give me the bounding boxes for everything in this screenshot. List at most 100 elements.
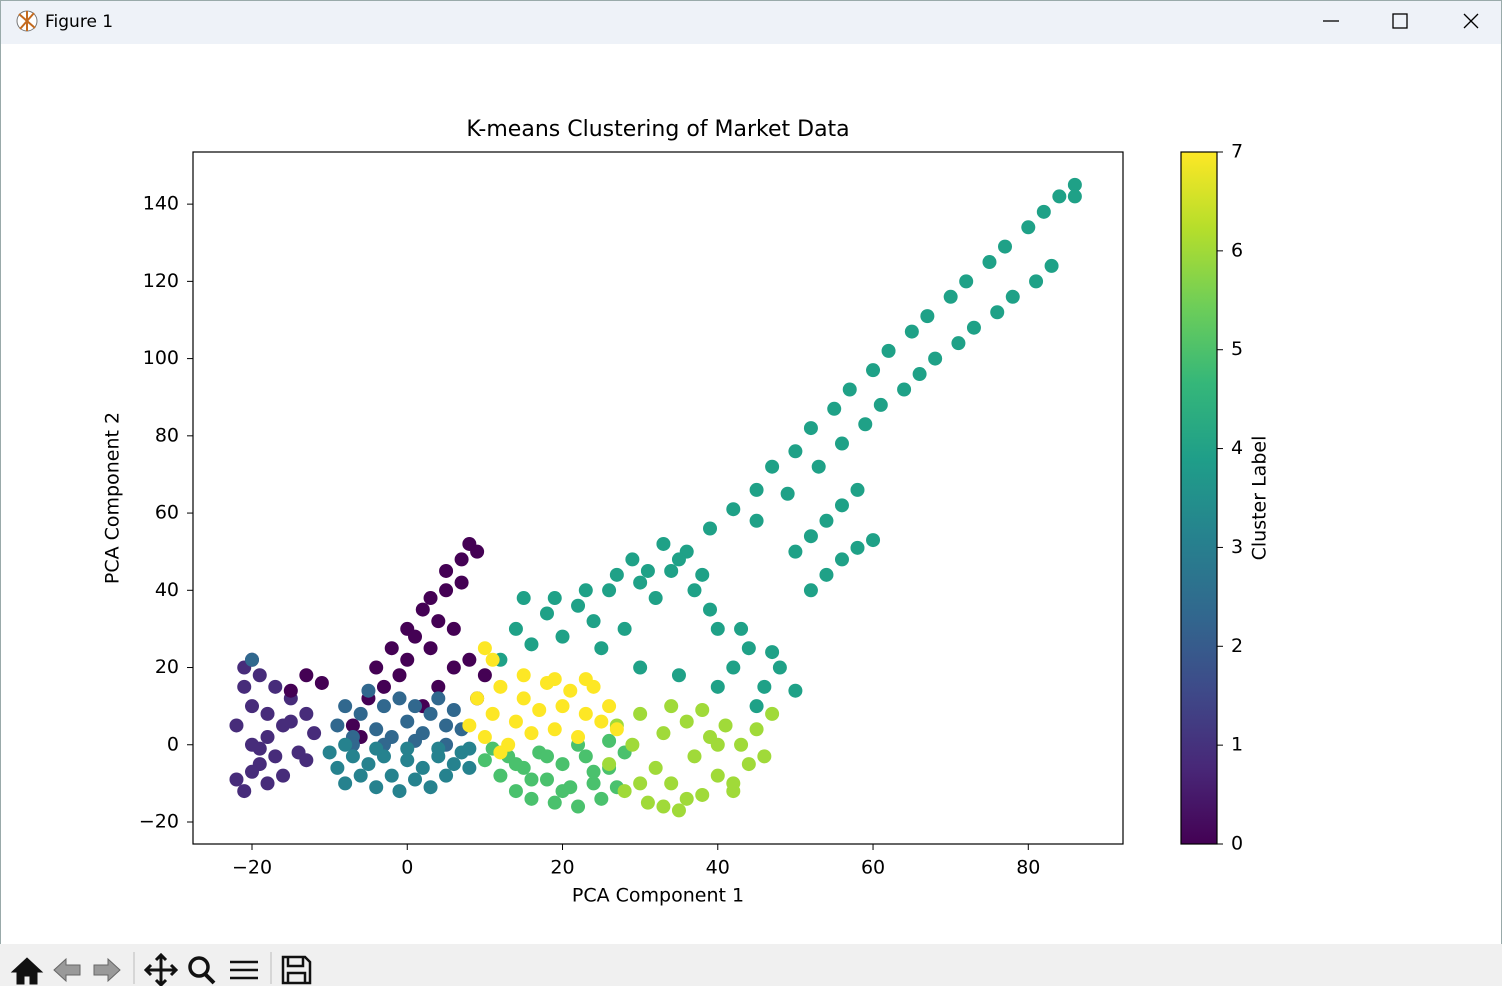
point: [648, 591, 663, 606]
save-button[interactable]: [281, 955, 312, 985]
point: [532, 703, 547, 718]
point: [586, 764, 601, 779]
point: [850, 482, 865, 497]
point: [571, 598, 586, 613]
point: [726, 660, 741, 675]
forward-button[interactable]: [93, 957, 121, 983]
point: [376, 699, 391, 714]
point: [392, 691, 407, 706]
point: [897, 382, 912, 397]
point: [586, 614, 601, 629]
point: [508, 757, 523, 772]
point: [493, 768, 508, 783]
point: [563, 683, 578, 698]
configure-button[interactable]: [230, 960, 258, 980]
point: [493, 745, 508, 760]
point: [734, 621, 749, 636]
colorbar: [1180, 151, 1218, 845]
point: [858, 417, 873, 432]
point: [555, 629, 570, 644]
point: [617, 621, 632, 636]
point: [555, 699, 570, 714]
point: [555, 757, 570, 772]
point: [423, 641, 438, 656]
point: [741, 757, 756, 772]
x-axis-label: PCA Component 1: [572, 885, 744, 907]
point: [734, 737, 749, 752]
point: [244, 699, 259, 714]
colorbar-label: Cluster Label: [1249, 436, 1271, 561]
point: [765, 706, 780, 721]
point: [462, 718, 477, 733]
plot-area: −20 0 20 40 60 80 −20 0 20 40 60 80 100 120 140 0 1 2 3 4 5 6…: [139, 141, 1243, 879]
point: [508, 714, 523, 729]
point: [299, 706, 314, 721]
point: [555, 784, 570, 799]
point: [477, 753, 492, 768]
point: [369, 722, 384, 737]
x-tick-label: 80: [1016, 857, 1040, 879]
point: [602, 699, 617, 714]
point: [695, 787, 710, 802]
point: [1067, 177, 1082, 192]
point: [299, 668, 314, 683]
maximize-button[interactable]: [1392, 13, 1408, 29]
point: [423, 780, 438, 795]
point: [928, 351, 943, 366]
point: [1052, 189, 1067, 204]
point: [353, 768, 368, 783]
point: [237, 784, 252, 799]
point: [415, 760, 430, 775]
x-tick-label: 40: [706, 857, 730, 879]
point: [951, 336, 966, 351]
point: [345, 718, 360, 733]
point: [834, 498, 849, 513]
zoom-button[interactable]: [188, 956, 210, 978]
home-button[interactable]: [10, 957, 44, 985]
title-bar: [0, 0, 1502, 44]
window-title: Figure 1: [45, 12, 113, 32]
point: [757, 679, 772, 694]
point: [656, 726, 671, 741]
point: [431, 614, 446, 629]
point: [757, 749, 772, 764]
point: [446, 703, 461, 718]
pan-button[interactable]: [143, 952, 179, 986]
point: [439, 768, 454, 783]
point: [664, 563, 679, 578]
point: [578, 672, 593, 687]
point: [803, 529, 818, 544]
point: [617, 784, 632, 799]
point: [765, 459, 780, 474]
point: [1021, 220, 1036, 235]
point: [423, 706, 438, 721]
point: [586, 776, 601, 791]
point: [524, 791, 539, 806]
point: [516, 691, 531, 706]
close-button[interactable]: [1463, 13, 1479, 29]
point: [547, 672, 562, 687]
point: [602, 733, 617, 748]
point: [640, 795, 655, 810]
point: [415, 602, 430, 617]
x-tick-label: 0: [401, 857, 413, 879]
point: [244, 764, 259, 779]
point: [338, 699, 353, 714]
x-tick-label: 60: [861, 857, 885, 879]
point: [695, 567, 710, 582]
point: [749, 699, 764, 714]
point: [943, 289, 958, 304]
point: [470, 691, 485, 706]
point: [400, 741, 415, 756]
point: [454, 575, 469, 590]
point: [633, 706, 648, 721]
back-button[interactable]: [53, 957, 81, 983]
point: [439, 583, 454, 598]
point: [400, 714, 415, 729]
point: [811, 459, 826, 474]
point: [749, 482, 764, 497]
toolbar: [0, 944, 1502, 986]
points: [229, 177, 1082, 818]
point: [524, 772, 539, 787]
point: [376, 679, 391, 694]
